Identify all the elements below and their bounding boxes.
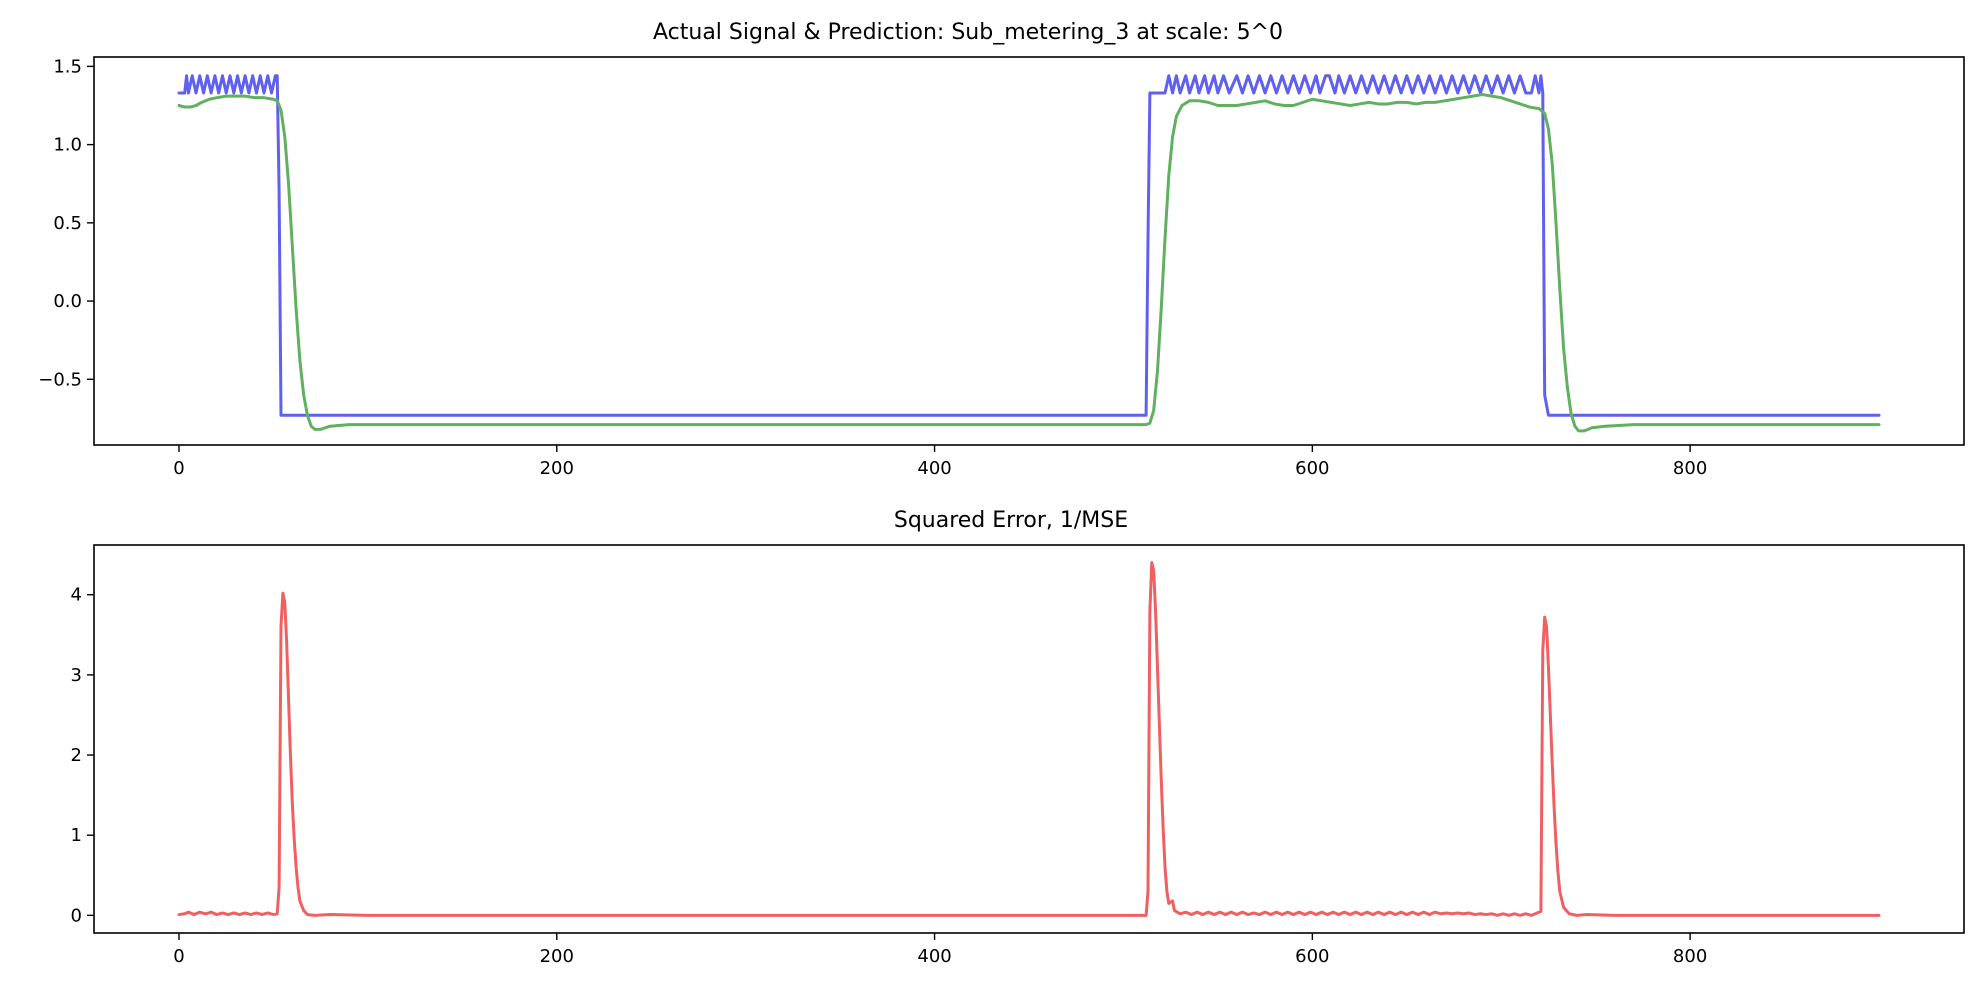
signal-prediction-x-tick-label: 800	[1673, 458, 1707, 479]
signal-prediction-x-tick-label: 0	[173, 458, 184, 479]
signal-prediction-x-tick-label: 200	[540, 458, 574, 479]
error-series-line	[177, 561, 1881, 917]
squared-error-x-tick-label: 0	[173, 946, 184, 967]
squared-error-series	[177, 561, 1881, 917]
signal-prediction-y-tick-label: 0.5	[53, 213, 82, 234]
squared-error-y-tick-label: 2	[71, 745, 82, 766]
squared-error-ticks: 0 200 400 600 800 0 1 2 3 4	[71, 585, 1708, 967]
squared-error-plot-frame	[93, 544, 1965, 934]
squared-error-x-tick-label: 600	[1295, 946, 1329, 967]
actual-series-line	[177, 74, 1881, 417]
signal-prediction-chart: Actual Signal & Prediction: Sub_metering…	[38, 20, 1965, 479]
squared-error-y-tick-label: 0	[71, 905, 82, 926]
squared-error-chart: Squared Error, 1/MSE 0 200 400 600 800 0 1 2 3 4	[71, 508, 1965, 967]
signal-prediction-y-tick-label: −0.5	[38, 369, 82, 390]
squared-error-chart-title: Squared Error, 1/MSE	[894, 508, 1128, 533]
squared-error-y-tick-label: 4	[71, 585, 82, 606]
prediction-series-line	[177, 93, 1881, 433]
signal-prediction-chart-title: Actual Signal & Prediction: Sub_metering…	[653, 20, 1283, 45]
signal-prediction-ticks: 0 200 400 600 800 −0.5 0.0 0.5 1.0 1.5	[38, 56, 1707, 479]
squared-error-x-tick-label: 400	[917, 946, 951, 967]
signal-prediction-y-tick-label: 0.0	[53, 291, 82, 312]
signal-prediction-y-tick-label: 1.5	[53, 56, 82, 77]
squared-error-x-tick-label: 200	[540, 946, 574, 967]
squared-error-y-tick-label: 3	[71, 665, 82, 686]
signal-prediction-x-tick-label: 600	[1295, 458, 1329, 479]
signal-prediction-plot-frame	[93, 56, 1965, 446]
squared-error-y-tick-label: 1	[71, 825, 82, 846]
signal-prediction-y-tick-label: 1.0	[53, 135, 82, 156]
squared-error-x-tick-label: 800	[1673, 946, 1707, 967]
signal-prediction-x-tick-label: 400	[917, 458, 951, 479]
signal-prediction-series	[177, 74, 1881, 433]
